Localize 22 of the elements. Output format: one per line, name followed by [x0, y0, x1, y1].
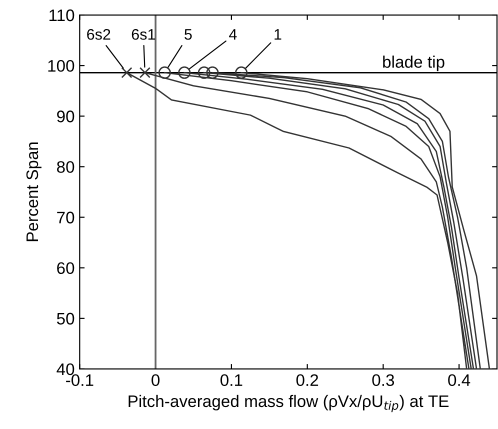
x-tick-label: 0.1 [220, 374, 242, 386]
y-axis-title: Percent Span [26, 142, 42, 242]
y-tick-label: 60 [57, 262, 74, 274]
annotation: 1 [274, 29, 282, 40]
y-tick-label: 80 [57, 161, 74, 173]
y-tick-label: 90 [57, 110, 74, 122]
y-tick-label: 40 [56, 363, 74, 376]
x-tick-label: 0.2 [296, 374, 318, 386]
y-tick-label: 110 [50, 9, 74, 22]
x-tick-label: 0.3 [372, 374, 394, 386]
y-tick-label: 100 [48, 60, 74, 72]
x-axis-title: Pitch-averaged mass flow (ρVx/ρU$_{tip}$) at TE [128, 394, 449, 412]
annotation: 6s1 [132, 28, 155, 40]
annotation: 5 [184, 29, 192, 40]
x-tick-label: 0 [152, 374, 160, 386]
ref-line-label: blade tip [383, 56, 444, 72]
x-tick-label: -0.1 [66, 374, 94, 386]
annotation: 6s2 [87, 28, 110, 40]
x-tick-label: 0.4 [448, 374, 470, 386]
annotation: 4 [229, 29, 237, 40]
y-tick-label: 50 [56, 312, 74, 325]
y-tick-label: 70 [57, 212, 74, 224]
